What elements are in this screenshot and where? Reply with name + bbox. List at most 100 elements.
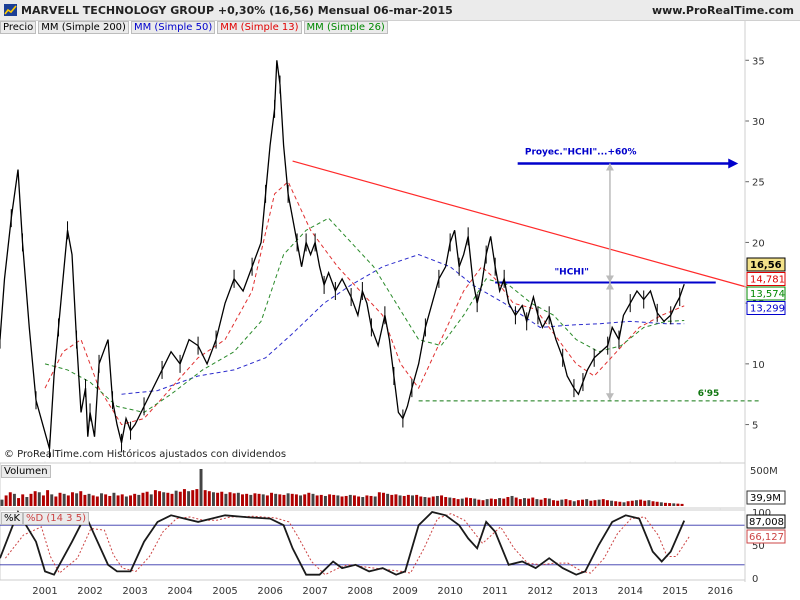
legend-sma13[interactable]: MM (Simple 13) xyxy=(217,21,302,34)
volume-bar xyxy=(626,501,630,506)
projection-arrowhead xyxy=(728,158,739,169)
indicator-legend: Precio MM (Simple 200) MM (Simple 50) MM… xyxy=(0,21,390,34)
price-badge-label: 16,56 xyxy=(750,260,782,271)
volume-bar xyxy=(535,499,539,506)
volume-bar xyxy=(149,494,153,506)
volume-bar xyxy=(672,503,676,506)
volume-bar xyxy=(4,495,8,506)
legend-price[interactable]: Precio xyxy=(0,21,37,34)
volume-bar xyxy=(539,499,543,506)
volume-bar xyxy=(406,494,410,506)
x-tick-label: 2005 xyxy=(212,586,237,597)
volume-bar xyxy=(668,503,672,506)
chart-header: MARVELL TECHNOLOGY GROUP +0,30% (16,56) … xyxy=(0,0,800,21)
volume-bar xyxy=(203,490,207,506)
volume-bar xyxy=(361,497,365,506)
volume-bar xyxy=(129,495,132,506)
volume-bar xyxy=(75,493,79,506)
volume-bar xyxy=(290,493,294,506)
volume-bar xyxy=(224,493,228,506)
volume-bar xyxy=(12,493,16,506)
volume-bar xyxy=(435,495,439,506)
measure-arrowhead xyxy=(605,282,614,290)
volume-bar xyxy=(411,495,414,506)
volume-bar xyxy=(261,494,265,506)
volume-bar xyxy=(581,499,585,506)
volume-bar xyxy=(518,499,522,506)
volume-bar xyxy=(207,491,211,506)
volume-bar xyxy=(25,497,29,506)
volume-bar xyxy=(431,496,435,506)
volume-bar xyxy=(232,493,236,506)
price-badge-label: 13,299 xyxy=(750,304,785,315)
volume-bar xyxy=(493,499,497,506)
stoch-d-label[interactable]: %D (14 3 5) xyxy=(23,512,89,525)
volume-bar xyxy=(323,495,327,506)
volume-bar xyxy=(33,491,37,506)
price-badge xyxy=(746,272,786,286)
volume-bar xyxy=(552,500,555,506)
volume-bar xyxy=(448,497,452,506)
volume-bar xyxy=(572,501,576,506)
volume-badge xyxy=(746,490,786,505)
sma13-series xyxy=(44,180,685,426)
volume-panel-label[interactable]: Volumen xyxy=(1,465,51,478)
x-tick-label: 2008 xyxy=(347,586,372,597)
volume-bar xyxy=(104,494,108,506)
volume-bar xyxy=(87,493,91,506)
volume-bar xyxy=(191,490,195,506)
volume-bar xyxy=(249,494,253,506)
volume-bar xyxy=(299,495,303,506)
volume-bar xyxy=(369,495,373,506)
stoch-d-badge-label: 66,127 xyxy=(749,532,784,543)
volume-bar xyxy=(70,492,74,506)
volume-bar xyxy=(610,500,614,506)
volume-bar xyxy=(510,495,514,506)
volume-bar xyxy=(477,499,481,506)
site-url[interactable]: www.ProRealTime.com xyxy=(651,4,794,17)
x-tick-label: 2001 xyxy=(32,586,57,597)
volume-axis-label: 500M xyxy=(750,466,778,477)
volume-bar xyxy=(585,499,589,506)
volume-bar xyxy=(655,501,659,506)
volume-bar xyxy=(66,495,70,506)
volume-bar xyxy=(95,496,99,506)
prorealtime-logo-icon xyxy=(4,4,17,16)
volume-bar xyxy=(543,498,547,506)
volume-bar xyxy=(278,494,282,506)
x-tick-label: 2013 xyxy=(572,586,597,597)
volume-bar xyxy=(137,494,141,506)
legend-sma26[interactable]: MM (Simple 26) xyxy=(303,21,388,34)
stoch-tick-label: 100 xyxy=(752,508,771,519)
legend-sma200[interactable]: MM (Simple 200) xyxy=(38,21,129,34)
volume-bar xyxy=(365,495,369,506)
volume-bar xyxy=(100,493,103,506)
legend-sma50[interactable]: MM (Simple 50) xyxy=(130,21,216,34)
volume-bar xyxy=(141,492,145,506)
volume-bar xyxy=(589,500,593,506)
volume-bar xyxy=(332,494,336,506)
price-badge xyxy=(746,301,786,315)
volume-bar xyxy=(601,499,605,506)
volume-bar xyxy=(348,494,352,506)
stoch-d-series xyxy=(5,513,691,576)
volume-bar xyxy=(481,500,485,506)
volume-bar xyxy=(647,500,651,506)
volume-bar xyxy=(423,497,427,506)
price-tick-label: 5 xyxy=(752,421,758,432)
price-badge-label: 13,574 xyxy=(750,289,785,300)
x-tick-label: 2015 xyxy=(663,586,688,597)
volume-bar xyxy=(174,490,178,506)
volume-bar xyxy=(663,502,667,506)
stoch-k-label[interactable]: %K xyxy=(1,512,24,525)
volume-bar xyxy=(593,500,597,506)
x-tick-label: 2014 xyxy=(617,586,642,597)
stoch-tick-label: 50 xyxy=(752,541,765,552)
x-tick-label: 2002 xyxy=(77,586,102,597)
volume-bar xyxy=(464,497,468,506)
volume-bar xyxy=(46,490,50,506)
volume-bar xyxy=(112,492,116,506)
volume-bar xyxy=(50,494,54,506)
volume-bar xyxy=(8,492,12,506)
